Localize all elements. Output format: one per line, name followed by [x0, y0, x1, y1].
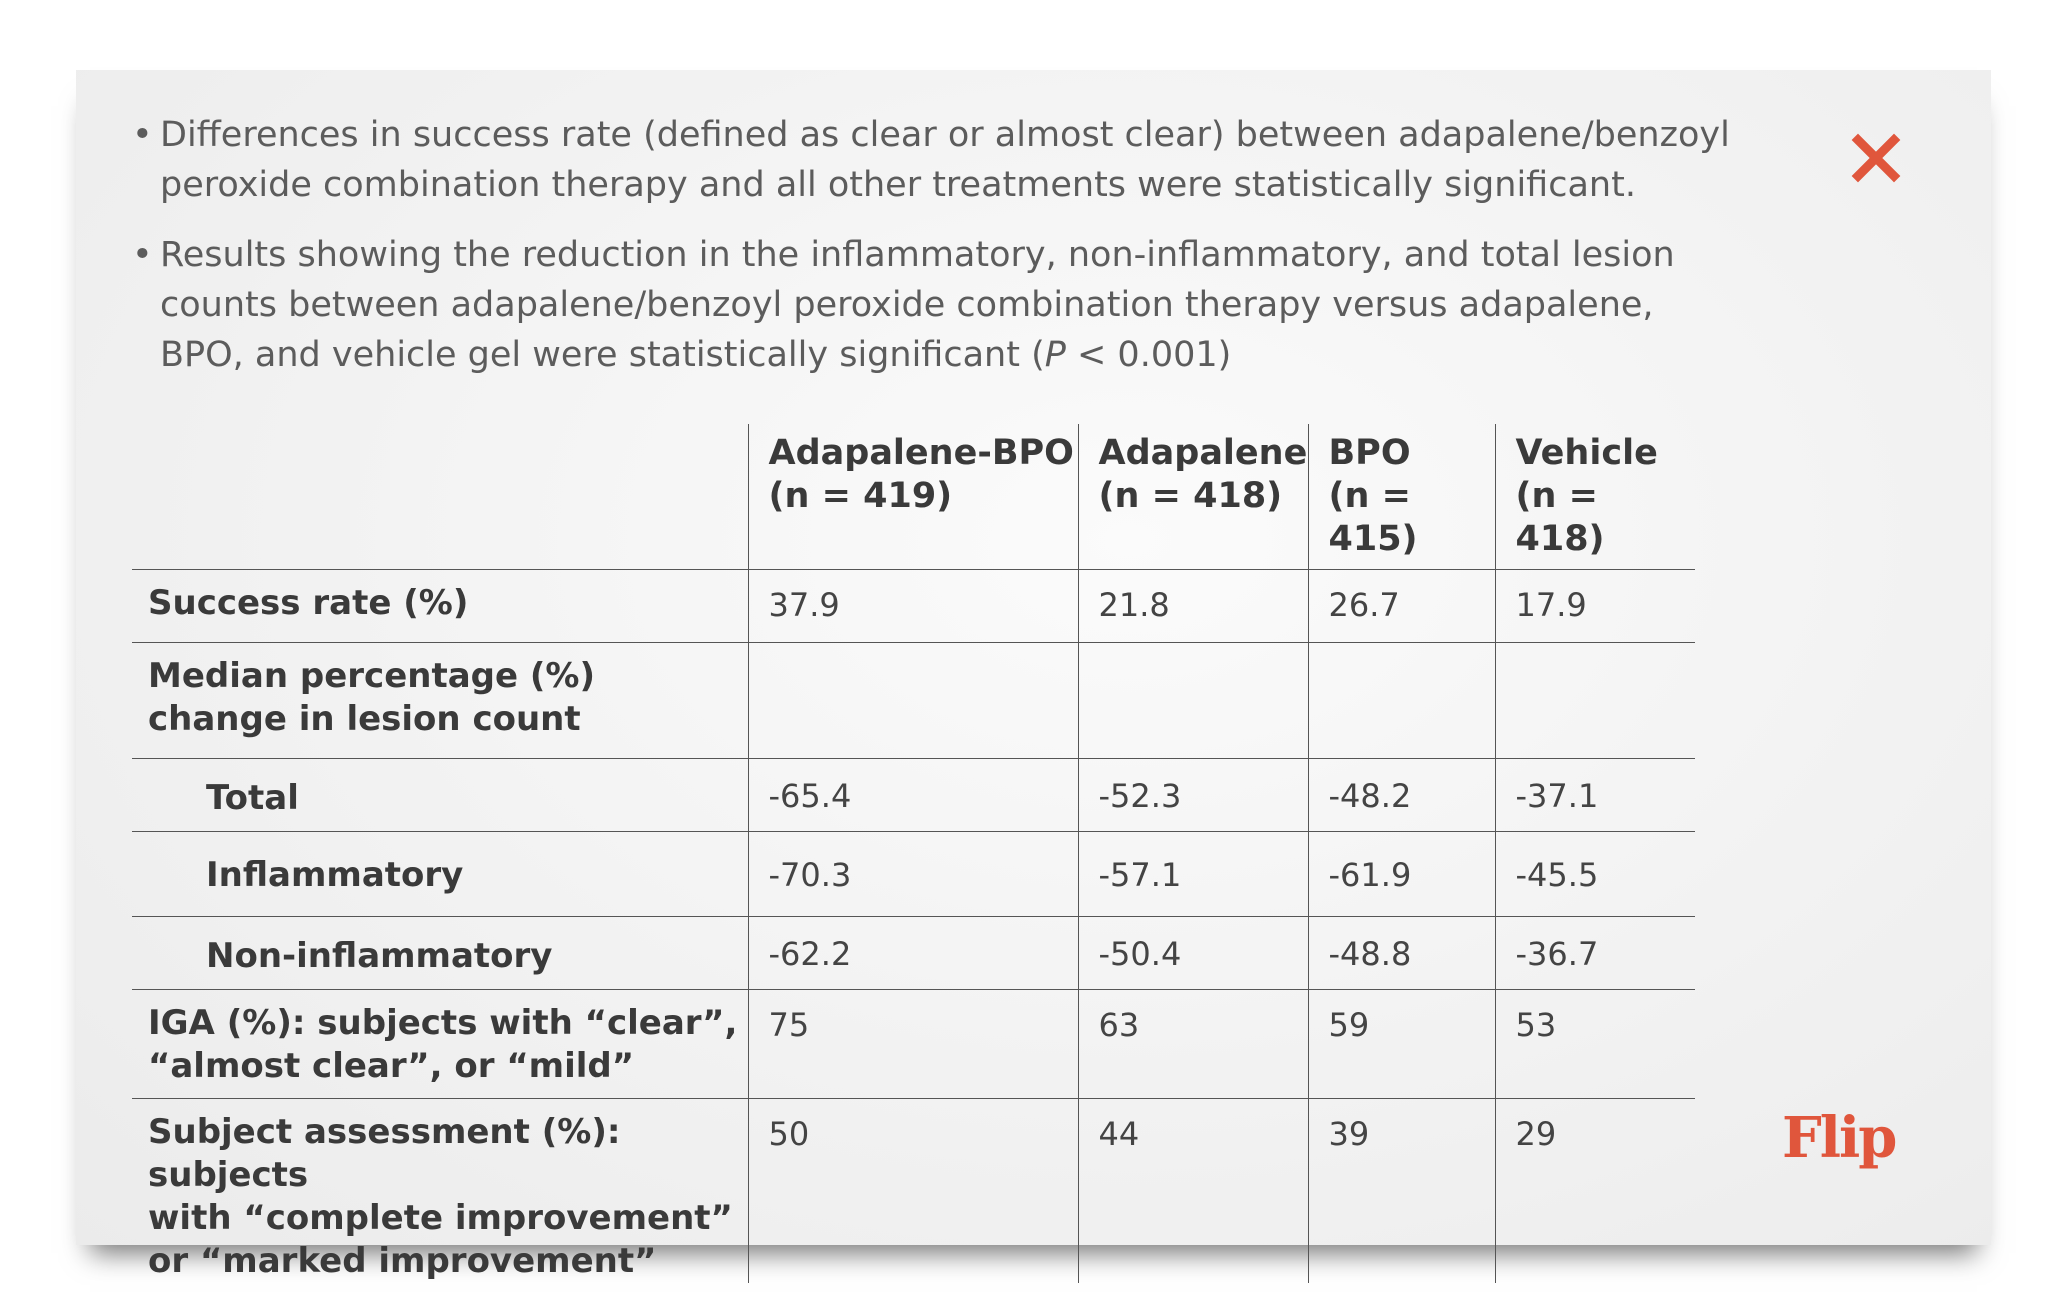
table-cell: 75 — [747, 989, 1078, 1099]
row-label-line: Inflammatory — [206, 855, 464, 895]
row-label-line: Non-inflammatory — [206, 936, 553, 976]
row-label: IGA (%): subjects with “clear”, “almost c… — [132, 989, 748, 1099]
table-cell: -36.7 — [1494, 916, 1695, 990]
table-cell: -62.2 — [747, 916, 1078, 990]
close-icon[interactable] — [1848, 130, 1904, 186]
table-row-total: Total -65.4 -52.3 -48.2 -37.1 — [132, 758, 1695, 832]
table-cell — [1307, 642, 1495, 759]
table-corner-cell — [132, 424, 748, 570]
column-header-n: (n = 419) — [768, 476, 953, 516]
bullet-dot: • — [132, 115, 153, 155]
table-cell: -48.8 — [1307, 916, 1495, 990]
table-cell: 44 — [1077, 1098, 1308, 1283]
table-cell: 17.9 — [1494, 569, 1695, 643]
column-header-n: (n = 418) — [1515, 476, 1605, 559]
table-row-median-change-header: Median percentage (%) change in lesion co… — [132, 642, 1695, 759]
table-cell: -57.1 — [1077, 831, 1308, 917]
row-label: Total — [132, 758, 748, 832]
row-label-line: Success rate (%) — [148, 583, 469, 623]
close-icon-graphic — [1851, 133, 1901, 183]
column-header-n: (n = 415) — [1328, 476, 1418, 559]
bullet-point-success-rate: • Differences in success rate (defined a… — [132, 110, 1752, 210]
column-header-bpo: BPO (n = 415) — [1307, 424, 1495, 570]
column-header-name: BPO — [1328, 433, 1411, 473]
row-label-line: IGA (%): subjects with “clear”, — [148, 1003, 738, 1043]
bullet-point-lesion-counts: • Results showing the reduction in the i… — [132, 230, 1752, 380]
table-cell: -37.1 — [1494, 758, 1695, 832]
table-row-iga: IGA (%): subjects with “clear”, “almost c… — [132, 989, 1695, 1099]
table-cell — [1494, 642, 1695, 759]
column-header-name: Adapalene — [1098, 433, 1308, 473]
row-label: Inflammatory — [132, 831, 748, 917]
bullet-line: Results showing the reduction in the inf… — [160, 235, 1675, 275]
table-cell: -50.4 — [1077, 916, 1308, 990]
table-cell: 21.8 — [1077, 569, 1308, 643]
bullet-line: < 0.001) — [1065, 335, 1232, 375]
flip-button[interactable]: Flip — [1782, 1105, 1897, 1171]
row-label-line: Median percentage (%) — [148, 656, 596, 696]
bullet-line: Differences in success rate (defined as … — [160, 115, 1730, 155]
table-cell: 59 — [1307, 989, 1495, 1099]
table-cell: 39 — [1307, 1098, 1495, 1283]
table-cell: -52.3 — [1077, 758, 1308, 832]
table-cell: 37.9 — [747, 569, 1078, 643]
row-label: Median percentage (%) change in lesion co… — [132, 642, 748, 759]
column-header-name: Adapalene-BPO — [768, 433, 1074, 473]
table-cell: 63 — [1077, 989, 1308, 1099]
table-row-inflammatory: Inflammatory -70.3 -57.1 -61.9 -45.5 — [132, 831, 1695, 917]
table-row-subject-assessment: Subject assessment (%): subjects with “co… — [132, 1098, 1695, 1283]
results-table: Adapalene-BPO (n = 419) Adapalene (n = 418… — [132, 424, 1695, 1283]
row-label-line: “almost clear”, or “mild” — [148, 1046, 635, 1086]
table-header-row: Adapalene-BPO (n = 419) Adapalene (n = 418… — [132, 424, 1695, 570]
table-cell — [1077, 642, 1308, 759]
table-cell: 50 — [747, 1098, 1078, 1283]
bullet-line: counts between adapalene/benzoyl peroxid… — [160, 285, 1654, 325]
table-cell: 26.7 — [1307, 569, 1495, 643]
table-row-non-inflammatory: Non-inflammatory -62.2 -50.4 -48.8 -36.7 — [132, 916, 1695, 990]
p-value-symbol: P — [1044, 335, 1066, 375]
table-cell: 53 — [1494, 989, 1695, 1099]
table-row-success-rate: Success rate (%) 37.9 21.8 26.7 17.9 — [132, 569, 1695, 643]
bullet-text: Differences in success rate (defined as … — [132, 110, 1752, 210]
column-header-adapalene: Adapalene (n = 418) — [1077, 424, 1308, 570]
table-cell: -48.2 — [1307, 758, 1495, 832]
row-label-line: Subject assessment (%): subjects — [148, 1112, 621, 1195]
row-label-line: Total — [206, 778, 299, 818]
table-cell: -65.4 — [747, 758, 1078, 832]
column-header-adapalene-bpo: Adapalene-BPO (n = 419) — [747, 424, 1078, 570]
row-label-line: or “marked improvement” — [148, 1241, 657, 1281]
row-label-line: change in lesion count — [148, 699, 581, 739]
row-label: Subject assessment (%): subjects with “co… — [132, 1098, 748, 1283]
row-label-line: with “complete improvement” — [148, 1198, 733, 1238]
column-header-vehicle: Vehicle (n = 418) — [1494, 424, 1695, 570]
bullet-text: Results showing the reduction in the inf… — [132, 230, 1752, 380]
column-header-n: (n = 418) — [1098, 476, 1283, 516]
table-cell — [747, 642, 1078, 759]
table-cell: -70.3 — [747, 831, 1078, 917]
table-cell: -61.9 — [1307, 831, 1495, 917]
table-cell: 29 — [1494, 1098, 1695, 1283]
bullet-line: BPO, and vehicle gel were statistically … — [160, 335, 1045, 375]
bullet-dot: • — [132, 235, 153, 275]
flashcard: • Differences in success rate (defined a… — [76, 70, 1991, 1283]
column-header-name: Vehicle — [1515, 433, 1658, 473]
table-cell: -45.5 — [1494, 831, 1695, 917]
row-label: Success rate (%) — [132, 569, 748, 643]
bullet-line: peroxide combination therapy and all oth… — [160, 165, 1636, 205]
row-label: Non-inflammatory — [132, 916, 748, 990]
